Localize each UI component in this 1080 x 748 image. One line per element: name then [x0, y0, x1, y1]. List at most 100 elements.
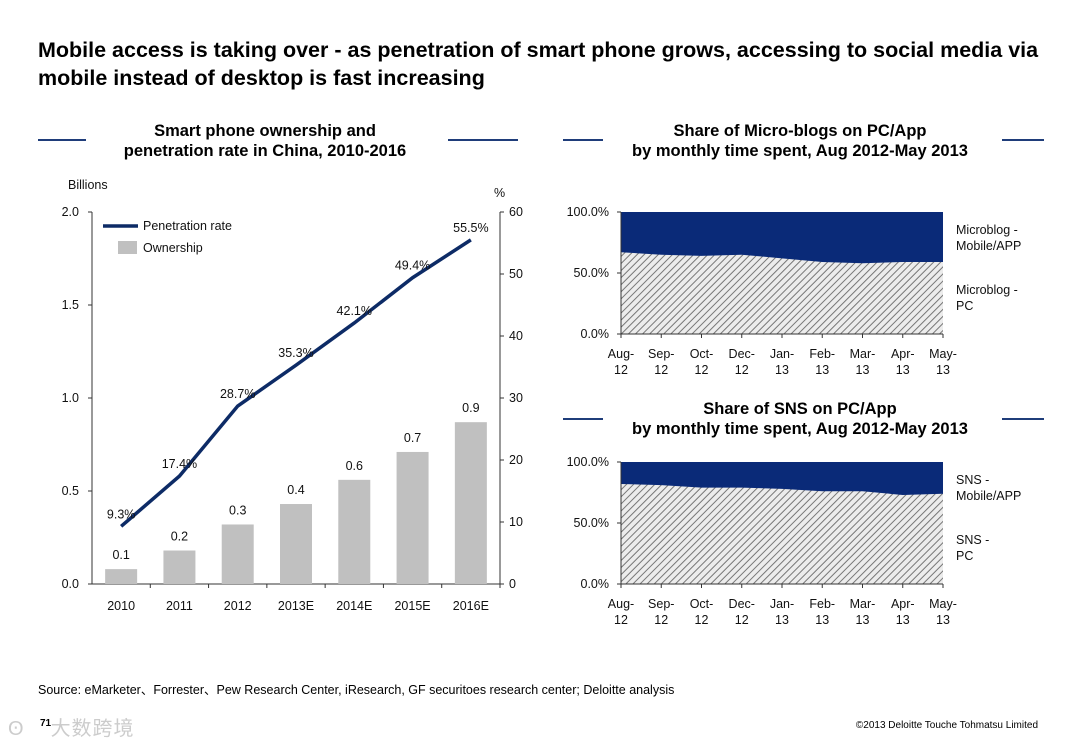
chart2-title-line: by monthly time spent, Aug 2012-May 2013 [632, 142, 968, 160]
x-tick-label: 13 [936, 363, 950, 377]
series-label-mobile: Mobile/APP [956, 239, 1021, 253]
y2-tick-label: 20 [509, 453, 523, 467]
penetration-data-label: 55.5% [453, 221, 488, 235]
chart2-title-line: Share of Micro-blogs on PC/App [673, 122, 927, 140]
ownership-bar [396, 451, 429, 584]
copyright: ©2013 Deloitte Touche Tohmatsu Limited [855, 720, 1038, 731]
chart1-title-line: Smart phone ownership and [154, 122, 376, 140]
series-label-pc: SNS - [956, 533, 989, 547]
ownership-data-label: 0.7 [404, 431, 421, 445]
y-tick-label: 0.5 [62, 484, 79, 498]
x-tick-label: 2014E [336, 599, 372, 613]
x-tick-label: Dec- [729, 347, 755, 361]
series-label-pc: PC [956, 549, 973, 563]
x-tick-label: Oct- [690, 347, 714, 361]
chart1-title: Smart phone ownership and penetration ra… [90, 121, 440, 161]
x-tick-label: Aug- [608, 597, 634, 611]
y-tick-label: 2.0 [62, 205, 79, 219]
pc-area [621, 483, 943, 584]
title-rule [1002, 139, 1044, 141]
x-tick-label: 13 [775, 613, 789, 627]
y-tick-label: 50.0% [574, 266, 609, 280]
x-tick-label: 2012 [224, 599, 252, 613]
penetration-data-label: 17.4% [162, 457, 197, 471]
x-tick-label: 13 [815, 613, 829, 627]
ownership-bar [454, 422, 487, 584]
title-rule [1002, 418, 1044, 420]
ownership-data-label: 0.9 [462, 401, 479, 415]
ownership-bar [221, 524, 254, 584]
penetration-data-label: 9.3% [107, 507, 136, 521]
x-tick-label: Mar- [850, 597, 876, 611]
x-tick-label: Aug- [608, 347, 634, 361]
x-tick-label: 13 [815, 363, 829, 377]
title-rule [448, 139, 518, 141]
watermark: ʘ 大数跨境 [8, 718, 135, 740]
x-tick-label: Dec- [729, 597, 755, 611]
y2-axis-label: % [494, 186, 505, 200]
y-tick-label: 1.0 [62, 391, 79, 405]
x-tick-label: Oct- [690, 597, 714, 611]
x-tick-label: 12 [654, 613, 668, 627]
x-tick-label: 2013E [278, 599, 314, 613]
x-tick-label: 13 [775, 363, 789, 377]
x-tick-label: 13 [856, 613, 870, 627]
legend-bar-swatch [118, 241, 137, 254]
x-tick-label: Apr- [891, 597, 915, 611]
y-tick-label: 0.0% [581, 577, 610, 591]
page-number: 71 [40, 718, 52, 729]
x-tick-label: 2010 [107, 599, 135, 613]
series-label-pc: PC [956, 299, 973, 313]
title-rule [563, 418, 603, 420]
ownership-data-label: 0.4 [287, 483, 304, 497]
ownership-bar [163, 550, 196, 584]
pc-area [621, 252, 943, 334]
ownership-data-label: 0.6 [346, 459, 363, 473]
x-tick-label: 13 [936, 613, 950, 627]
penetration-data-label: 35.3% [278, 346, 313, 360]
ownership-bar [280, 504, 312, 584]
penetration-data-label: 42.1% [337, 304, 372, 318]
x-tick-label: Jan- [770, 347, 794, 361]
y-tick-label: 1.5 [62, 298, 79, 312]
x-tick-label: 12 [735, 363, 749, 377]
y-tick-label: 100.0% [567, 205, 609, 219]
y2-tick-label: 40 [509, 329, 523, 343]
x-tick-label: May- [929, 597, 957, 611]
x-tick-label: 13 [856, 363, 870, 377]
legend-label-ownership: Ownership [143, 241, 203, 255]
x-tick-label: Sep- [648, 347, 674, 361]
ownership-bar [338, 479, 371, 584]
x-tick-label: Feb- [809, 347, 835, 361]
x-tick-label: 12 [695, 613, 709, 627]
penetration-data-label: 49.4% [395, 259, 430, 273]
y-tick-label: 50.0% [574, 516, 609, 530]
x-tick-label: 12 [695, 363, 709, 377]
x-tick-label: 13 [896, 363, 910, 377]
series-label-pc: Microblog - [956, 283, 1018, 297]
x-tick-label: 13 [896, 613, 910, 627]
x-tick-label: Jan- [770, 597, 794, 611]
series-label-mobile: Mobile/APP [956, 489, 1021, 503]
y-axis-label: Billions [68, 178, 108, 192]
x-tick-label: 2011 [166, 599, 193, 613]
chart3-title: Share of SNS on PC/App by monthly time s… [600, 399, 1000, 439]
x-tick-label: Mar- [850, 347, 876, 361]
x-tick-label: Sep- [648, 597, 674, 611]
y2-tick-label: 60 [509, 205, 523, 219]
ownership-data-label: 0.3 [229, 503, 246, 517]
y2-tick-label: 0 [509, 577, 516, 591]
x-tick-label: 12 [614, 613, 628, 627]
chart3-title-line: Share of SNS on PC/App [703, 400, 897, 418]
chart3-title-line: by monthly time spent, Aug 2012-May 2013 [632, 420, 968, 438]
x-tick-label: Feb- [809, 597, 835, 611]
x-tick-label: 12 [654, 363, 668, 377]
x-tick-label: May- [929, 347, 957, 361]
chart2-title: Share of Micro-blogs on PC/App by monthl… [600, 121, 1000, 161]
y2-tick-label: 10 [509, 515, 523, 529]
slide-title: Mobile access is taking over - as penetr… [38, 38, 1039, 90]
x-tick-label: 12 [614, 363, 628, 377]
source-note: Source: eMarketer、Forrester、Pew Research… [38, 683, 675, 697]
